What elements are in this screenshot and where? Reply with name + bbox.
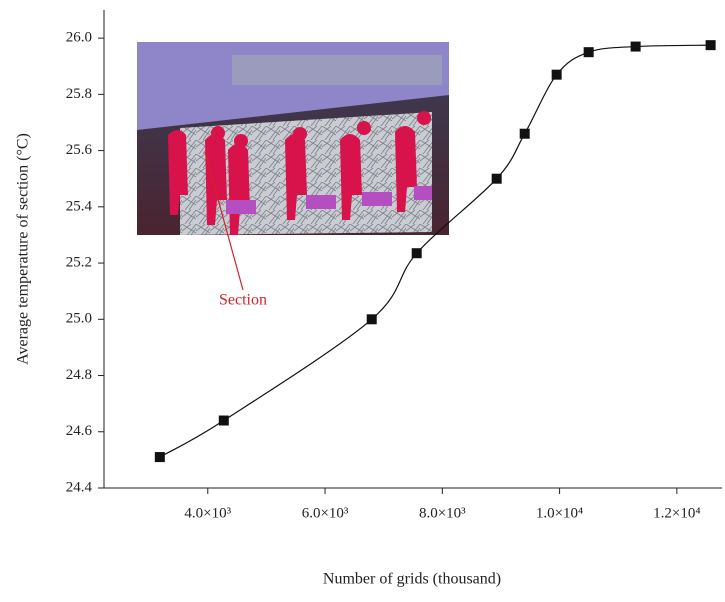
y-tick-label: 24.4 xyxy=(66,479,93,495)
x-axis-label: Number of grids (thousand) xyxy=(323,571,501,588)
x-tick-label: 8.0×10³ xyxy=(419,505,466,521)
y-tick-label: 24.8 xyxy=(66,367,92,383)
y-tick-label: 26.0 xyxy=(66,30,92,46)
y-tick-label: 25.2 xyxy=(66,254,92,270)
point xyxy=(584,47,594,57)
point xyxy=(367,314,377,324)
point xyxy=(492,174,502,184)
point xyxy=(706,40,716,50)
annotation: Section xyxy=(219,292,267,309)
x-tick-label: 1.2×10⁴ xyxy=(653,505,700,521)
y-axis-label: Average temperature of section (°C) xyxy=(15,133,32,365)
x-tick-label: 4.0×10³ xyxy=(184,505,231,521)
y-tick-label: 25.4 xyxy=(66,198,93,214)
point xyxy=(631,42,641,52)
y-tick-label: 24.6 xyxy=(66,423,93,439)
point xyxy=(552,70,562,80)
inset-image xyxy=(137,42,449,235)
y-tick-label: 25.6 xyxy=(66,142,93,158)
y-tick-label: 25.8 xyxy=(66,86,92,102)
x-tick-label: 1.0×10⁴ xyxy=(536,505,583,521)
point xyxy=(412,248,422,258)
point xyxy=(219,416,229,426)
x-tick-label: 6.0×10³ xyxy=(302,505,349,521)
point xyxy=(520,129,530,139)
point xyxy=(155,452,165,462)
y-tick-label: 25.0 xyxy=(66,311,92,327)
chart: Section Number of grids (thousand) Avera… xyxy=(0,0,725,602)
